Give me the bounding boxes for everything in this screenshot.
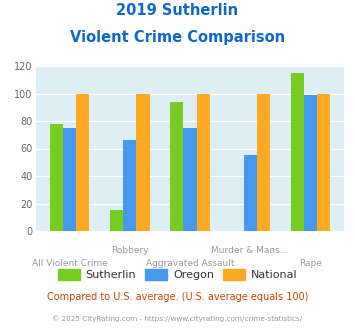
Text: All Violent Crime: All Violent Crime bbox=[32, 259, 107, 268]
Text: Robbery: Robbery bbox=[111, 246, 148, 255]
Text: Violent Crime Comparison: Violent Crime Comparison bbox=[70, 30, 285, 45]
Legend: Sutherlin, Oregon, National: Sutherlin, Oregon, National bbox=[53, 265, 302, 285]
Bar bbox=[136, 93, 149, 231]
Bar bbox=[290, 73, 304, 231]
Bar bbox=[197, 93, 210, 231]
Bar bbox=[183, 128, 197, 231]
Text: Rape: Rape bbox=[299, 259, 322, 268]
Bar bbox=[244, 155, 257, 231]
Bar bbox=[50, 124, 63, 231]
Text: 2019 Sutherlin: 2019 Sutherlin bbox=[116, 3, 239, 18]
Text: Compared to U.S. average. (U.S. average equals 100): Compared to U.S. average. (U.S. average … bbox=[47, 292, 308, 302]
Bar bbox=[257, 93, 270, 231]
Text: © 2025 CityRating.com - https://www.cityrating.com/crime-statistics/: © 2025 CityRating.com - https://www.city… bbox=[53, 315, 302, 322]
Bar bbox=[123, 140, 136, 231]
Bar bbox=[170, 102, 183, 231]
Text: Murder & Mans...: Murder & Mans... bbox=[212, 246, 289, 255]
Bar bbox=[317, 93, 330, 231]
Text: Aggravated Assault: Aggravated Assault bbox=[146, 259, 234, 268]
Bar bbox=[63, 128, 76, 231]
Bar bbox=[76, 93, 89, 231]
Bar bbox=[110, 211, 123, 231]
Bar bbox=[304, 95, 317, 231]
